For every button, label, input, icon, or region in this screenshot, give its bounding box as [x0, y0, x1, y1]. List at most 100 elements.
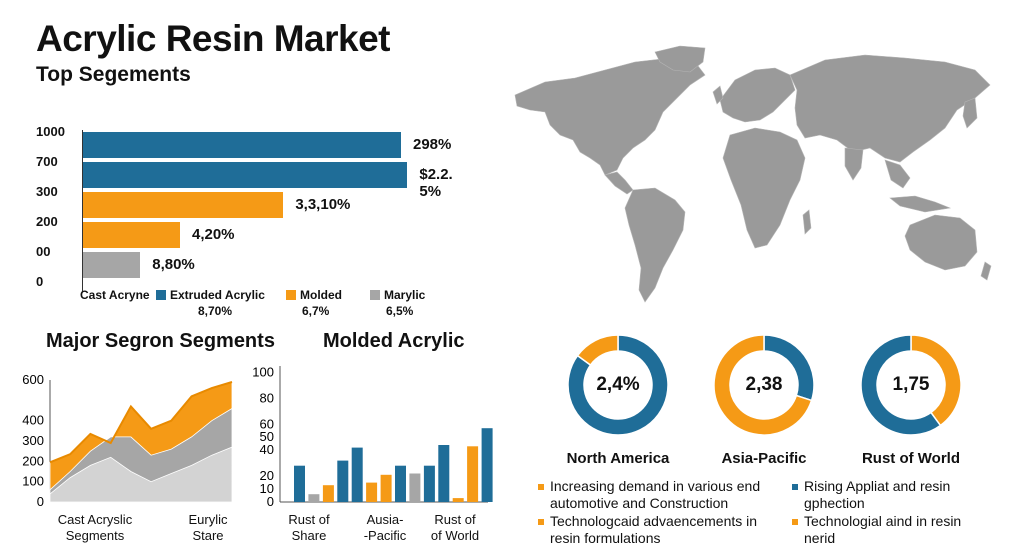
europe-shape — [719, 67, 796, 123]
donut-slice — [713, 334, 813, 436]
x-tick-label: Eurylic Stare — [188, 512, 228, 543]
bar-data-label: 4,20% — [191, 226, 235, 243]
x-axis-label: Ausia- -Pacific — [350, 512, 420, 544]
bar — [395, 465, 406, 502]
donut-slice — [576, 334, 619, 367]
note-text: Technologial aind in resin nerid — [804, 513, 962, 546]
central-america-shape — [604, 171, 634, 195]
indonesia-shape — [889, 195, 952, 213]
y-tick-label: 20 — [260, 468, 274, 483]
y-tick-label: 100 — [252, 364, 274, 379]
y-tick-label: 00 — [36, 244, 51, 259]
note-item: Technologcaid advaencements in resin for… — [538, 513, 783, 547]
bar-data-label: 3,3,10% — [295, 196, 351, 213]
bar — [481, 428, 493, 502]
area-series — [49, 446, 233, 503]
bar — [83, 192, 284, 218]
note-item: Technologial aind in resin nerid — [792, 513, 992, 547]
legend-label: Extruded Acrylic — [170, 288, 265, 302]
x-axis-label: Cast Acryslic Segments — [40, 512, 150, 544]
page-subtitle: Top Segements — [36, 63, 191, 86]
bar-data-label: 298% — [413, 136, 452, 153]
y-tick-label: 0 — [36, 274, 44, 289]
bar — [83, 162, 408, 188]
madagascar-shape — [802, 209, 812, 235]
legend-value: 6,5% — [386, 304, 414, 318]
legend-value: 6,7% — [302, 304, 330, 318]
note-bullet — [538, 484, 544, 490]
north-america-shape — [514, 57, 706, 176]
legend-item: Marylic — [370, 288, 425, 302]
bar — [380, 474, 392, 502]
legend-swatch — [286, 290, 296, 300]
area-series-line — [49, 381, 233, 464]
top-chart-legend: Cast Acryne Extruded Acrylic 8,70% Molde… — [80, 288, 480, 324]
bar — [351, 447, 363, 502]
legend-label: Cast Acryne — [80, 288, 150, 302]
south-america-shape — [624, 187, 686, 303]
bar — [467, 446, 479, 502]
y-tick-label: 0 — [267, 494, 274, 509]
area-chart-title: Major Segron Segments — [46, 330, 275, 352]
australia-shape — [904, 214, 978, 271]
africa-shape — [722, 127, 806, 249]
y-tick-label: 700 — [36, 154, 58, 169]
note-item: Increasing demand in various end automot… — [538, 478, 783, 512]
donut-center-value: 2,4% — [596, 374, 640, 395]
japan-shape — [962, 97, 978, 129]
bar — [337, 460, 349, 502]
greenland-shape — [654, 45, 706, 73]
legend-value: 8,70% — [198, 304, 233, 318]
southeast-asia-shape — [884, 159, 911, 189]
new-zealand-shape — [980, 261, 992, 281]
donut-title: Rust of World — [861, 450, 961, 467]
y-tick-label: 0 — [37, 494, 44, 509]
legend-label: Molded — [300, 288, 342, 302]
x-tick-label: Rust of Share — [288, 512, 330, 543]
donut-title: North America — [566, 450, 670, 467]
bar — [366, 482, 378, 502]
y-tick-label: 1000 — [36, 124, 65, 139]
note-text: Increasing demand in various end automot… — [550, 478, 761, 511]
y-tick-label: 600 — [22, 372, 44, 387]
legend-item: Cast Acryne — [80, 288, 150, 302]
y-tick-label: 10 — [260, 481, 274, 496]
bar — [452, 498, 464, 502]
world-map — [514, 45, 992, 303]
legend-item: Extruded Acrylic — [156, 288, 265, 302]
bar — [438, 445, 450, 502]
note-bullet — [792, 484, 798, 490]
donut-north-america — [567, 334, 669, 436]
y-tick-label: 200 — [22, 453, 44, 468]
bar-chart-title: Molded Acrylic — [323, 330, 465, 352]
bar — [83, 132, 401, 158]
note-text: Rising Appliat and resin gphection — [804, 478, 951, 511]
page-title: Acrylic Resin Market — [36, 18, 391, 59]
x-tick-label: Cast Acryslic Segments — [57, 512, 133, 543]
bar — [83, 222, 180, 248]
bar — [423, 465, 435, 502]
note-bullet — [538, 519, 544, 525]
note-text: Technologcaid advaencements in resin for… — [550, 513, 758, 546]
y-tick-label: 200 — [36, 214, 58, 229]
bar — [83, 252, 141, 278]
india-shape — [844, 147, 864, 181]
top-segments-chart: 1000 700 300 200 00 0 298% $2.2. 5% 3,3,10… — [30, 120, 500, 320]
donut-center-value: 1,75 — [892, 374, 930, 395]
bar — [409, 473, 421, 502]
legend-swatch — [370, 290, 380, 300]
y-tick-label: 80 — [260, 390, 274, 405]
donut-asia-pacific — [713, 334, 815, 436]
y-axis-line — [82, 130, 83, 292]
y-tick-label: 300 — [36, 184, 58, 199]
legend-label: Marylic — [384, 288, 426, 302]
note-bullet — [792, 519, 798, 525]
legend-item: Molded — [286, 288, 342, 302]
area-chart: 0 100 200 300 400 600 — [22, 372, 233, 509]
x-axis-label: Eurylic Stare — [168, 512, 248, 544]
note-item: Rising Appliat and resin gphection — [792, 478, 992, 512]
y-tick-label: 400 — [22, 413, 44, 428]
donut-slice — [567, 334, 669, 436]
y-tick-label: 300 — [22, 433, 44, 448]
